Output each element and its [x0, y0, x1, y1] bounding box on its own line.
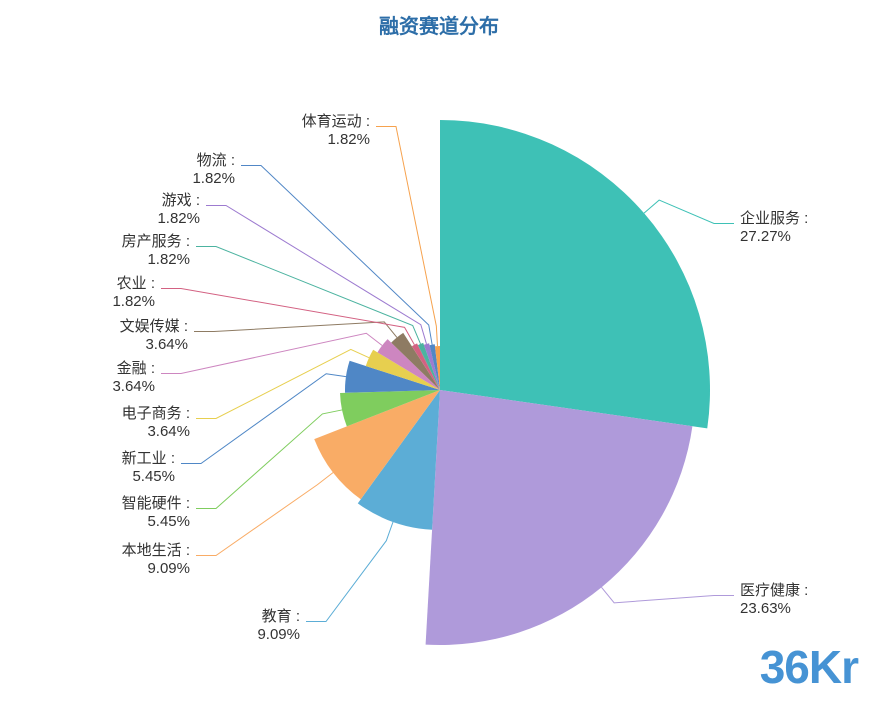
leader-line	[206, 206, 426, 344]
slice-label-物流: 物流 :1.82%	[0, 152, 235, 188]
slice-label-name: 教育 :	[0, 608, 300, 626]
slice-label-体育运动: 体育运动 :1.82%	[0, 113, 370, 149]
slice-label-pct: 3.64%	[0, 378, 155, 396]
slice-label-pct: 1.82%	[0, 210, 200, 228]
slice-label-name: 医疗健康 :	[740, 582, 808, 600]
slice-label-name: 金融 :	[0, 360, 155, 378]
slice-label-pct: 1.82%	[0, 131, 370, 149]
slice-label-农业: 农业 :1.82%	[0, 275, 155, 311]
slice-label-name: 本地生活 :	[0, 542, 190, 560]
slice-label-新工业: 新工业 :5.45%	[0, 450, 175, 486]
slice-label-pct: 9.09%	[0, 626, 300, 644]
slice-label-房产服务: 房产服务 :1.82%	[0, 233, 190, 269]
slice-label-pct: 1.82%	[0, 251, 190, 269]
slice-label-教育: 教育 :9.09%	[0, 608, 300, 644]
logo-kr: Kr	[809, 641, 858, 693]
slice-label-name: 新工业 :	[0, 450, 175, 468]
slice-label-电子商务: 电子商务 :3.64%	[0, 405, 190, 441]
slice-label-医疗健康: 医疗健康 :23.63%	[740, 582, 808, 618]
slice-label-pct: 5.45%	[0, 513, 190, 531]
slice-label-name: 物流 :	[0, 152, 235, 170]
slice-label-游戏: 游戏 :1.82%	[0, 192, 200, 228]
pie-slice-企业服务	[440, 120, 710, 428]
slice-label-pct: 27.27%	[740, 228, 808, 246]
leader-line	[306, 522, 393, 622]
pie-slice-医疗健康	[426, 390, 693, 645]
leader-line	[196, 410, 342, 509]
slice-label-企业服务: 企业服务 :27.27%	[740, 210, 808, 246]
leader-line	[196, 247, 421, 344]
slice-label-智能硬件: 智能硬件 :5.45%	[0, 495, 190, 531]
slice-label-name: 体育运动 :	[0, 113, 370, 131]
slice-label-pct: 1.82%	[0, 293, 155, 311]
slice-label-name: 智能硬件 :	[0, 495, 190, 513]
slice-label-name: 企业服务 :	[740, 210, 808, 228]
slice-label-金融: 金融 :3.64%	[0, 360, 155, 396]
slice-label-文娱传媒: 文娱传媒 :3.64%	[0, 318, 188, 354]
slice-label-本地生活: 本地生活 :9.09%	[0, 542, 190, 578]
leader-line	[194, 322, 397, 337]
leader-line	[161, 289, 414, 345]
leader-line	[644, 200, 734, 223]
logo-36kr: 36Kr	[760, 636, 858, 694]
slice-label-name: 电子商务 :	[0, 405, 190, 423]
leader-line	[601, 587, 734, 602]
slice-label-pct: 5.45%	[0, 468, 175, 486]
slice-label-pct: 3.64%	[0, 423, 190, 441]
slice-label-pct: 3.64%	[0, 336, 188, 354]
leader-line	[241, 166, 432, 345]
slice-label-pct: 23.63%	[740, 600, 808, 618]
leader-line	[376, 127, 437, 347]
slice-label-pct: 1.82%	[0, 170, 235, 188]
slice-label-name: 游戏 :	[0, 192, 200, 210]
slice-label-name: 文娱传媒 :	[0, 318, 188, 336]
slice-label-name: 农业 :	[0, 275, 155, 293]
logo-36: 36	[760, 641, 809, 693]
slice-label-name: 房产服务 :	[0, 233, 190, 251]
slice-label-pct: 9.09%	[0, 560, 190, 578]
leader-line	[196, 473, 333, 556]
